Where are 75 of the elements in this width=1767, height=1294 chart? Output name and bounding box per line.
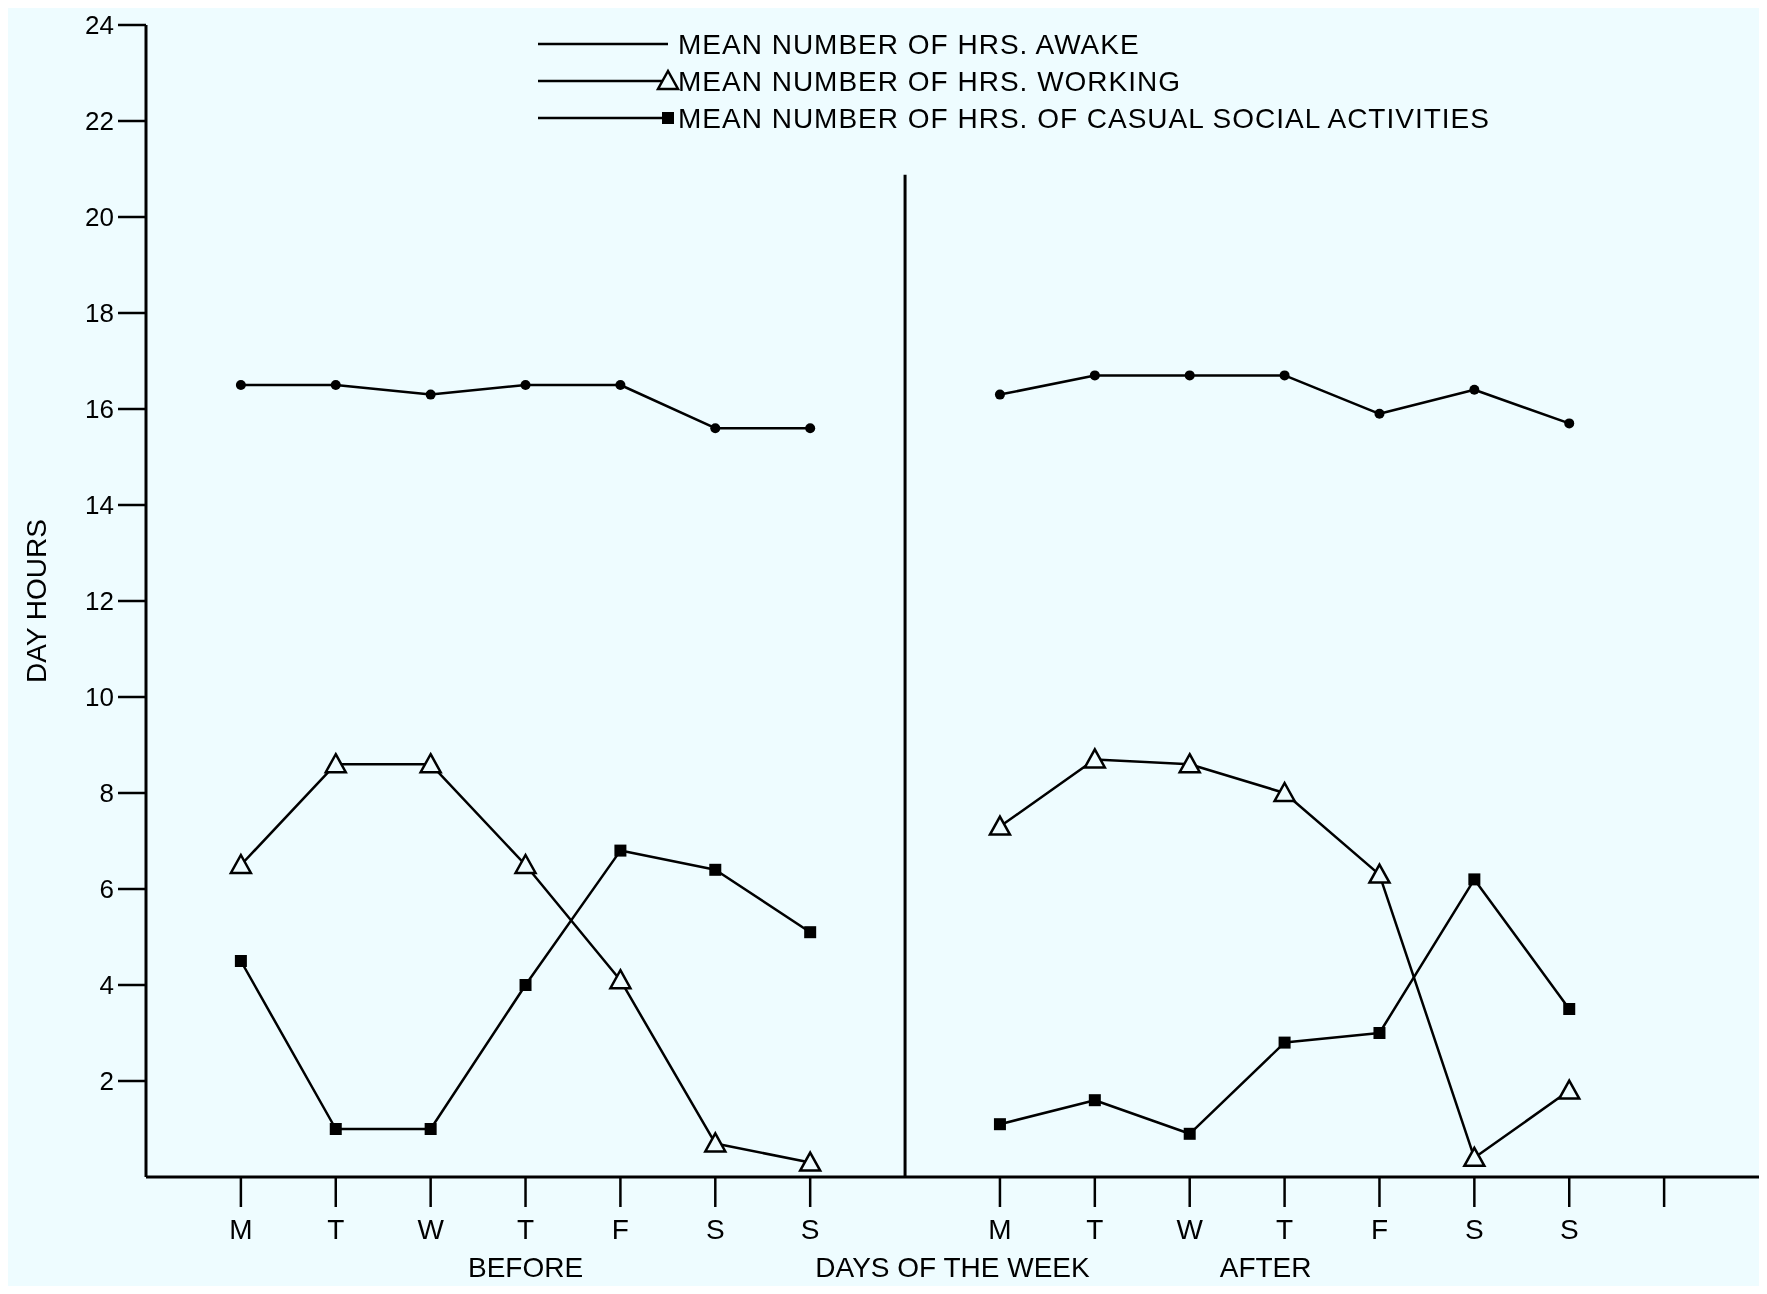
point [229, 853, 253, 875]
y-tick-label: 18 [85, 298, 114, 329]
point [1557, 1079, 1581, 1100]
y-tick-label: 8 [99, 778, 114, 809]
point [710, 423, 721, 434]
point [804, 926, 817, 939]
x-tick-label: W [417, 1214, 445, 1245]
point [330, 380, 341, 390]
x-tick-label: F [1370, 1214, 1389, 1245]
point [1184, 370, 1195, 381]
y-tick-label: 2 [99, 1066, 114, 1097]
point [519, 979, 532, 991]
point [798, 1151, 822, 1172]
point [988, 815, 1012, 836]
point [1468, 873, 1481, 886]
y-tick-label: 24 [85, 10, 114, 41]
point [704, 1132, 727, 1153]
y-tick-label: 20 [85, 202, 114, 233]
point [1368, 863, 1391, 884]
text: AFTER [1219, 1252, 1312, 1283]
y-tick-label: 22 [85, 106, 114, 137]
point [1088, 1094, 1101, 1107]
point [1374, 408, 1385, 419]
point [514, 853, 537, 875]
y-tick-label: 6 [99, 874, 114, 905]
point [609, 968, 632, 990]
x-tick-label: T [1086, 1214, 1104, 1245]
x-axis-title: DAYS OF THE WEEK [815, 1252, 1090, 1283]
point [1083, 748, 1107, 769]
point [993, 1118, 1006, 1131]
point [1178, 752, 1201, 774]
y-tick-label: 10 [85, 682, 114, 713]
point [419, 752, 442, 774]
x-tick-label: M [988, 1214, 1012, 1245]
point [324, 752, 348, 774]
point [1469, 384, 1480, 395]
point [615, 380, 626, 390]
legend-label: MEAN NUMBER OF HRS. WORKING [678, 65, 1182, 97]
point [520, 380, 531, 390]
text: BEFORE [467, 1252, 584, 1283]
point [235, 380, 246, 390]
legend-label: MEAN NUMBER OF HRS. AWAKE [678, 28, 1140, 60]
point [424, 1123, 437, 1135]
point [1564, 418, 1575, 429]
point [1183, 1127, 1196, 1140]
point [425, 389, 436, 400]
point [1278, 1036, 1291, 1049]
x-tick-label: T [1276, 1214, 1294, 1245]
y-tick-label: 4 [99, 970, 114, 1001]
x-tick-label: S [1465, 1214, 1484, 1245]
point [994, 389, 1005, 400]
x-tick-label: T [327, 1214, 345, 1245]
x-tick-label: T [516, 1214, 535, 1245]
x-tick-label: S [705, 1214, 725, 1245]
point [805, 423, 816, 434]
y-tick-label: 12 [85, 586, 114, 617]
point [1463, 1146, 1486, 1168]
point [329, 1123, 342, 1135]
point [709, 863, 722, 876]
y-tick-label: 14 [85, 490, 114, 521]
point [1279, 370, 1290, 381]
point [614, 844, 627, 857]
y-tick-label: 16 [85, 394, 114, 425]
x-tick-label: W [1176, 1214, 1204, 1245]
point [1273, 781, 1296, 803]
x-tick-label: S [800, 1214, 820, 1245]
x-tick-label: M [229, 1214, 253, 1245]
point [234, 955, 247, 967]
x-tick-label: F [611, 1214, 629, 1245]
point [1089, 370, 1100, 381]
x-tick-label: S [1559, 1214, 1579, 1245]
point [1373, 1027, 1386, 1039]
point [1563, 1003, 1576, 1015]
legend-label: MEAN NUMBER OF HRS. OF CASUAL SOCIAL ACTIVITIES [678, 102, 1490, 134]
y-axis-title: DAY HOURS [21, 519, 52, 683]
